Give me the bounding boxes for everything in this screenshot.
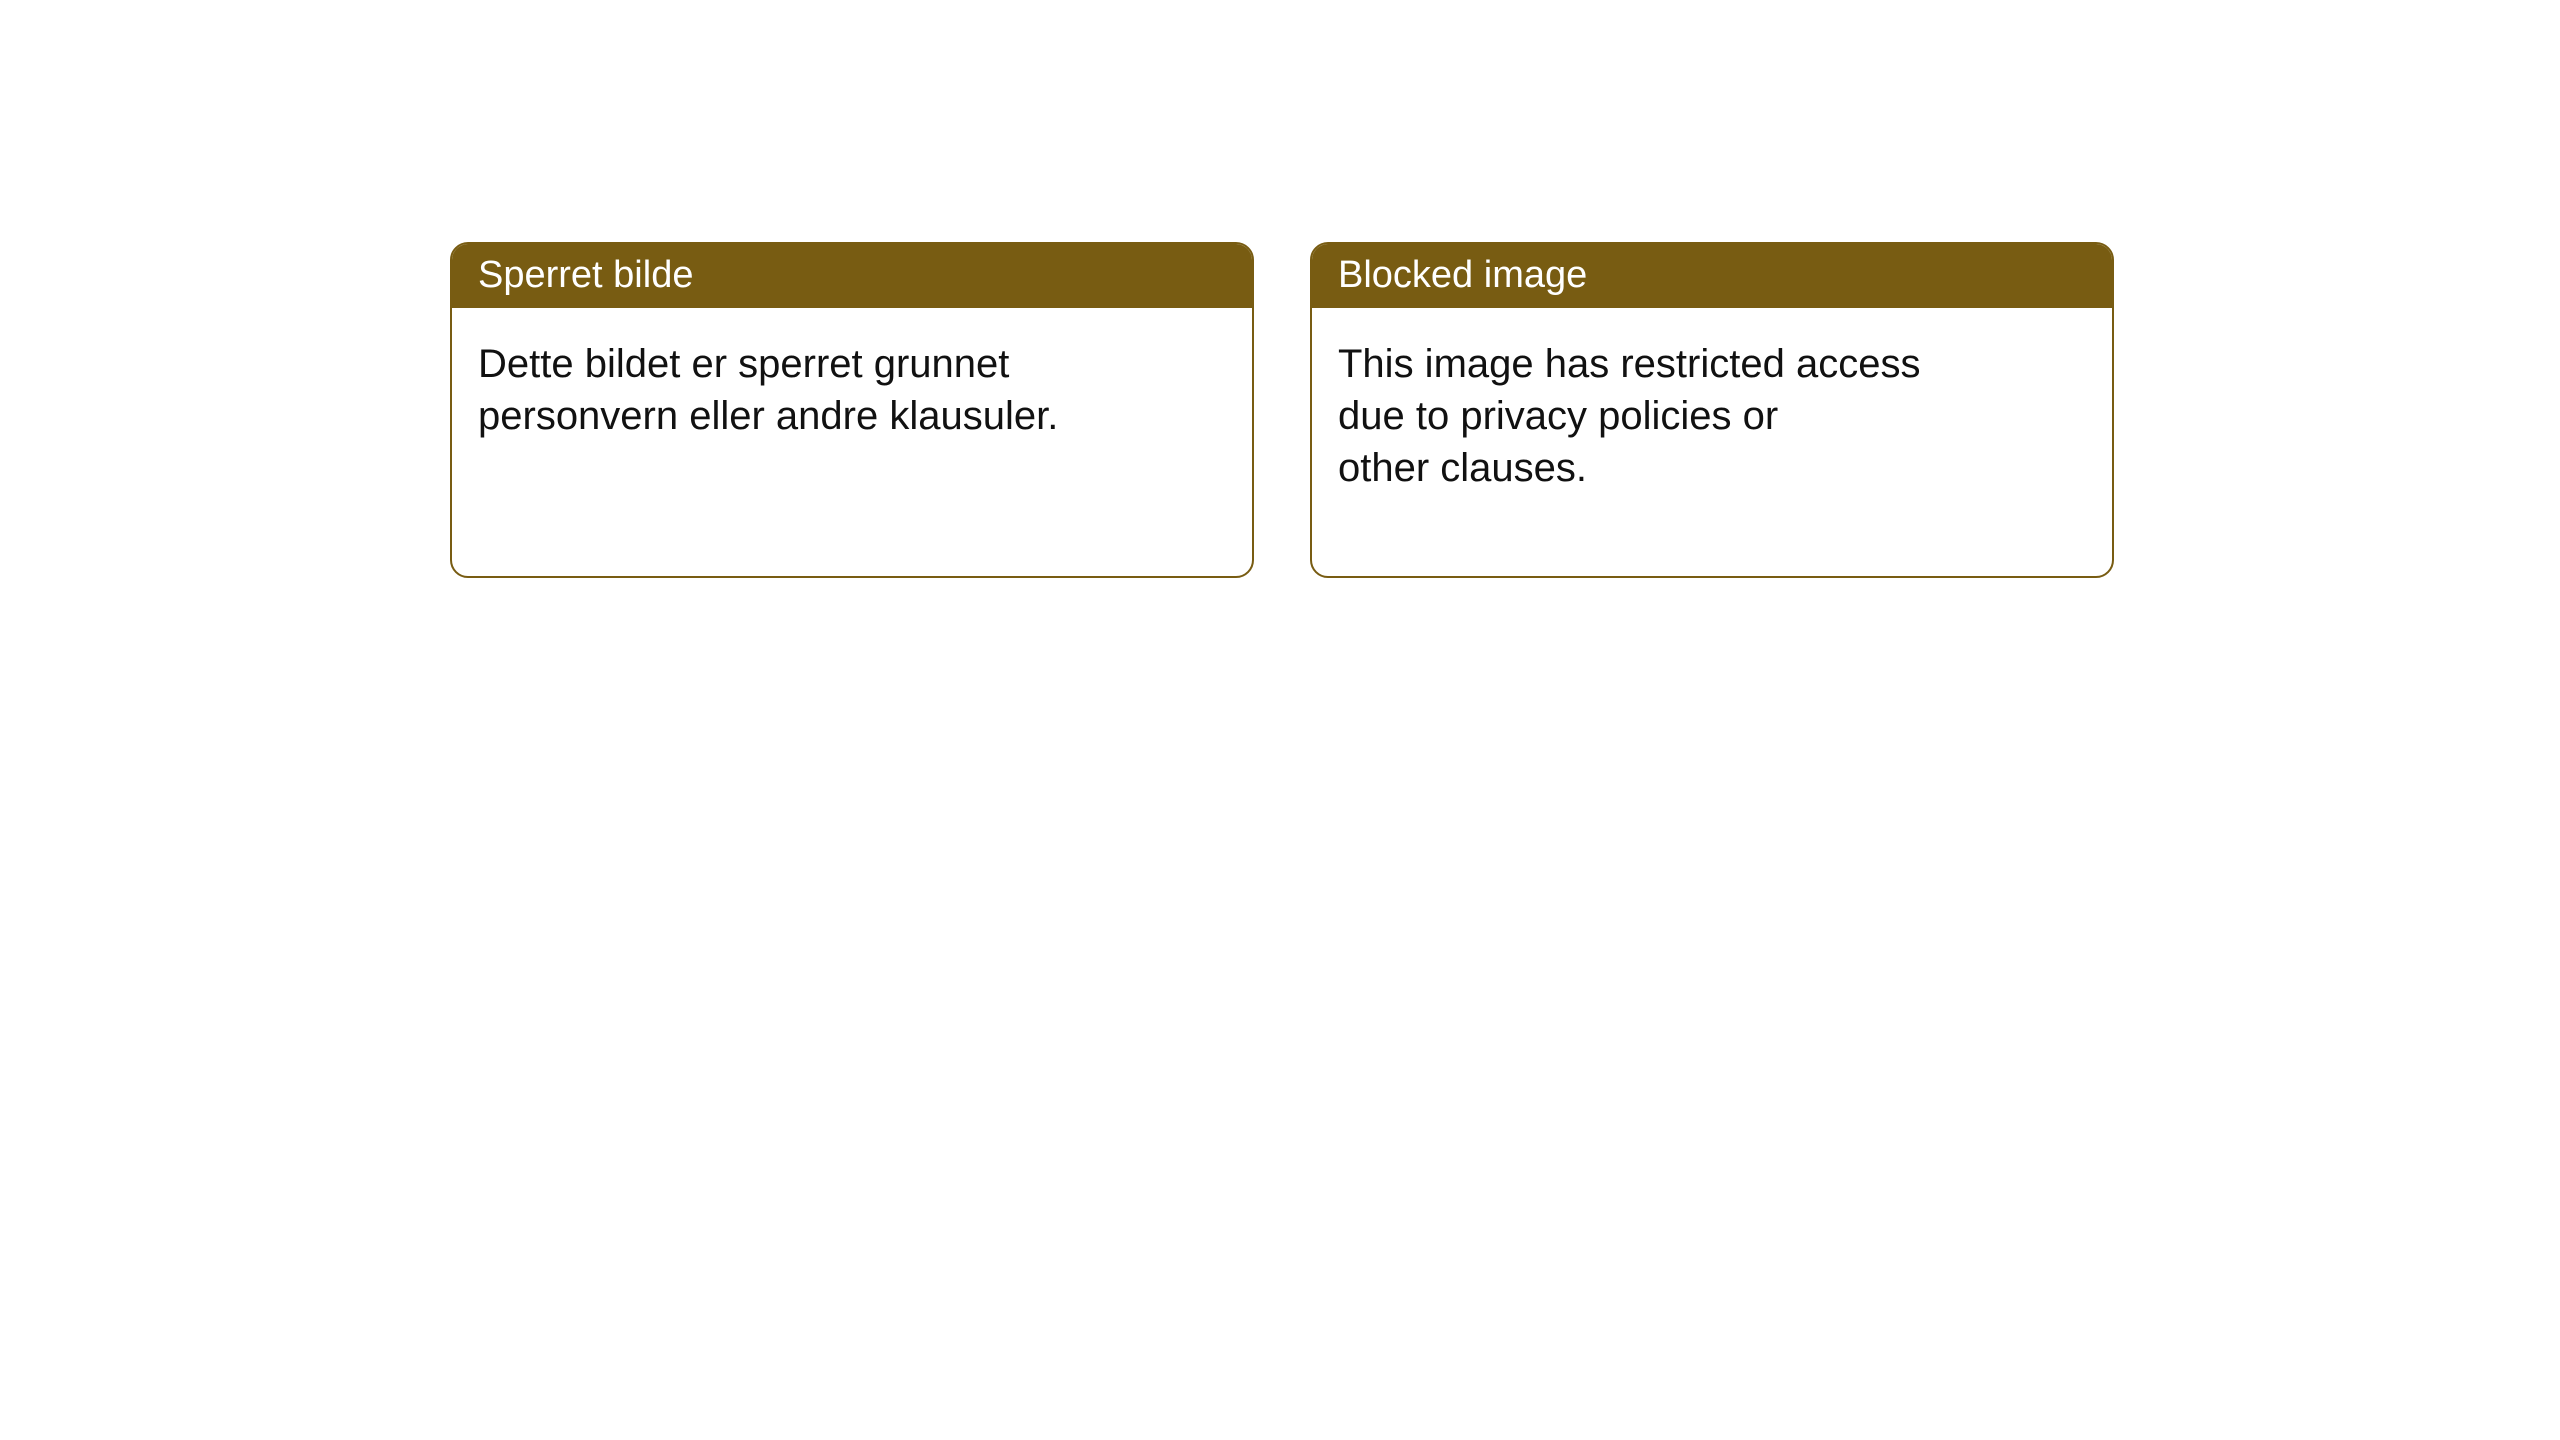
notice-card-title-en: Blocked image (1312, 244, 2112, 308)
notice-card-en: Blocked image This image has restricted … (1310, 242, 2114, 578)
notice-card-body-no: Dette bildet er sperret grunnet personve… (452, 308, 1252, 442)
notice-card-no: Sperret bilde Dette bildet er sperret gr… (450, 242, 1254, 578)
notice-card-title-no: Sperret bilde (452, 244, 1252, 308)
notice-card-body-en: This image has restricted access due to … (1312, 308, 2112, 494)
notice-cards-container: Sperret bilde Dette bildet er sperret gr… (0, 0, 2560, 578)
